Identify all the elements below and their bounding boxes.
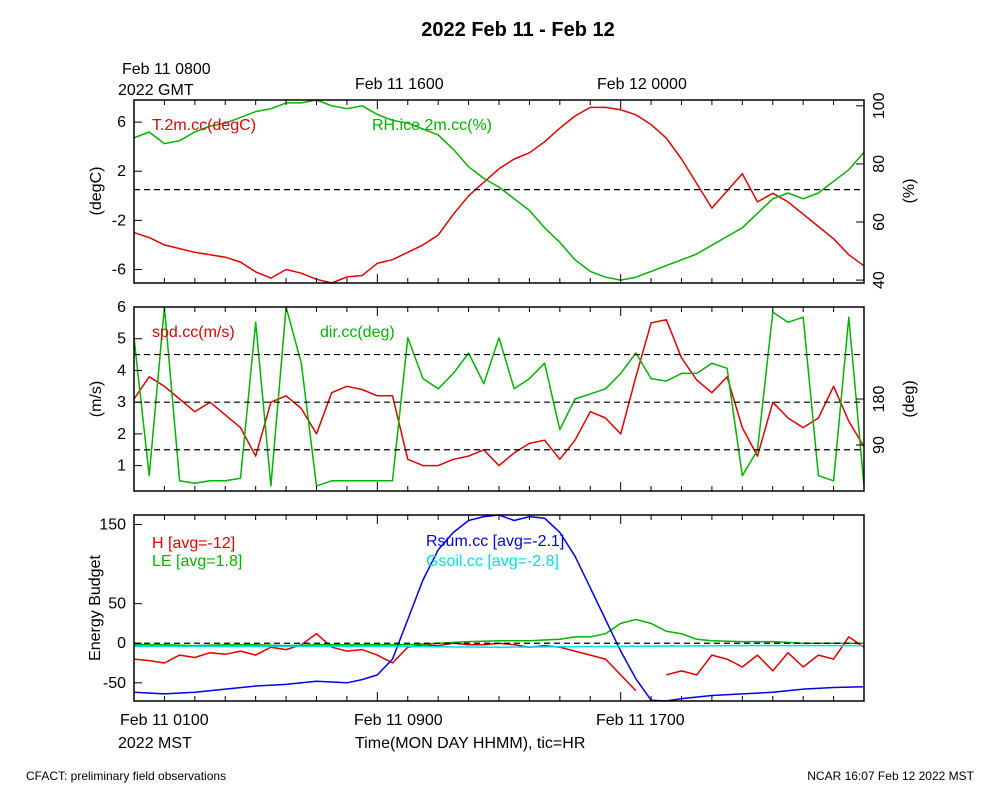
x-axis-label: Time(MON DAY HHMM), tic=HR — [355, 735, 585, 752]
right-axis-label: (deg) — [901, 380, 918, 417]
top-time-label-1: Feb 11 1600 — [355, 76, 444, 93]
panel-frame — [133, 306, 865, 492]
left-tick-label: 0 — [117, 635, 126, 652]
legend-label-rsum: Rsum.cc [avg=-2.1] — [426, 533, 564, 550]
left-tick-label: 6 — [117, 299, 126, 316]
left-tick-label: 50 — [108, 596, 126, 613]
legend-label-speed: spd.cc(m/s) — [152, 324, 235, 341]
left-axis-label: (degC) — [88, 167, 105, 216]
legend-label-direction: dir.cc(deg) — [320, 324, 395, 341]
top-time-label-0: Feb 11 0800 — [122, 61, 211, 78]
legend-label-h: H [avg=-12] — [152, 535, 235, 552]
right-tick-label: 100 — [871, 92, 888, 119]
chart-title: 2022 Feb 11 - Feb 12 — [421, 19, 614, 41]
left-tick-label: 3 — [117, 394, 126, 411]
left-tick-label: 1 — [117, 458, 126, 475]
temperature-humidity-panel: -6 -2 2 6 40 60 80 100 T.2m.cc(degC) RH.ice.2m.… — [88, 92, 918, 289]
left-tick-label: -50 — [103, 675, 126, 692]
left-tick-label: 6 — [117, 114, 126, 131]
left-axis-label: (m/s) — [88, 381, 105, 417]
right-tick-label: 180 — [871, 386, 888, 413]
left-tick-label: 5 — [117, 331, 126, 348]
right-tick-label: 90 — [871, 436, 888, 454]
right-axis-label: (%) — [901, 179, 918, 204]
series-line-le-avg-1-8 — [134, 618, 864, 647]
left-tick-label: 2 — [117, 426, 126, 443]
right-tick-label: 40 — [871, 271, 888, 289]
left-tick-label: 4 — [117, 362, 126, 379]
left-tick-label: 150 — [99, 516, 126, 533]
energy-budget-panel: -50 0 50 150 H [avg=-12] LE [avg=1.8] Rsum.… — [87, 514, 865, 702]
top-time-label-2: Feb 12 0000 — [597, 76, 687, 93]
bottom-time-label-2: Feb 11 1700 — [596, 712, 685, 729]
footer-right: NCAR 16:07 Feb 12 2022 MST — [807, 769, 974, 783]
series-line-spd-cc-m-s — [133, 318, 865, 467]
series-line-t-2m-cc-degc — [133, 106, 865, 284]
right-tick-label: 80 — [871, 155, 888, 173]
footer-left: CFACT: preliminary field observations — [26, 769, 226, 783]
series-line-rsum-cc-avg-2-1 — [133, 514, 865, 702]
left-tick-label: 2 — [117, 163, 126, 180]
legend-label-temperature: T.2m.cc(degC) — [152, 117, 256, 134]
wind-panel: 1 2 3 4 5 6 90 180 spd.cc(m/s) dir.cc(deg) (m/s… — [88, 299, 918, 492]
legend-label-le: LE [avg=1.8] — [152, 553, 242, 570]
mst-year-label: 2022 MST — [118, 735, 192, 752]
legend-label-humidity: RH.ice.2m.cc(%) — [372, 117, 492, 134]
legend-label-gsoil: Gsoil.cc [avg=-2.8] — [426, 553, 559, 570]
series-line-dir-cc-deg — [133, 306, 865, 487]
left-axis-label: Energy Budget — [87, 555, 104, 661]
left-tick-label: -2 — [112, 212, 126, 229]
series-line-gsoil-cc-avg-2-8 — [134, 644, 864, 648]
gmt-year-label: 2022 GMT — [118, 82, 194, 99]
right-tick-label: 60 — [871, 213, 888, 231]
series-line-rh-ice-2m-cc — [133, 99, 865, 281]
left-tick-label: -6 — [112, 261, 126, 278]
bottom-time-label-1: Feb 11 0900 — [354, 712, 443, 729]
bottom-time-label-0: Feb 11 0100 — [120, 712, 209, 729]
